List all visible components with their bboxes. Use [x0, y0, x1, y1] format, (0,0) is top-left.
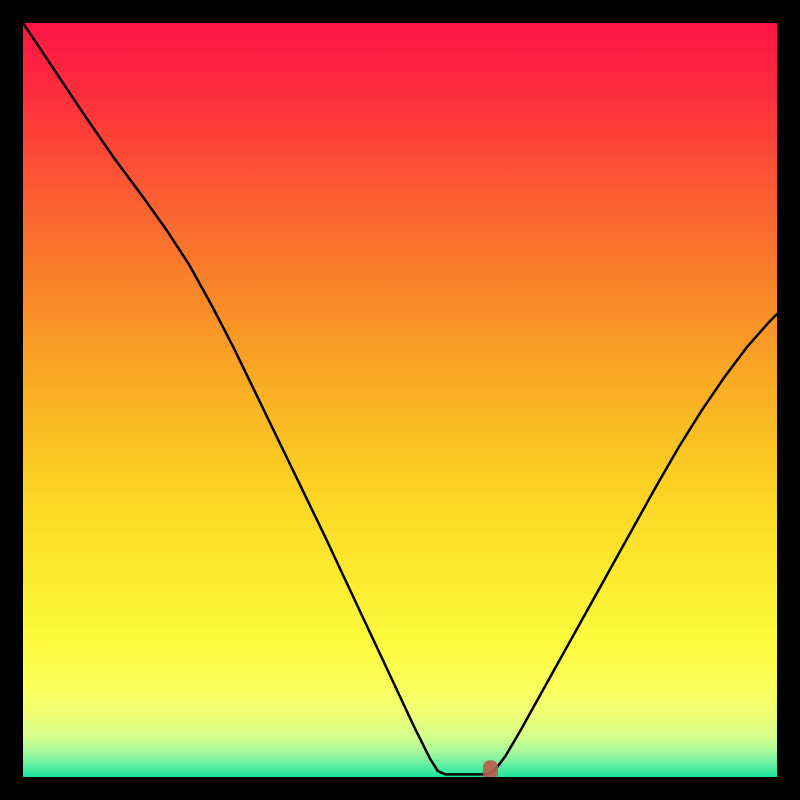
config-marker — [23, 23, 777, 777]
frame-left — [0, 0, 23, 800]
frame-bottom — [0, 777, 800, 800]
frame-top — [0, 0, 800, 23]
frame-right — [777, 0, 800, 800]
plot-area — [23, 23, 777, 777]
